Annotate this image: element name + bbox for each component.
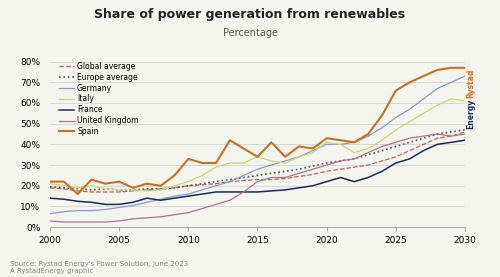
- Text: Share of power generation from renewables: Share of power generation from renewable…: [94, 8, 406, 21]
- Text: Percentage: Percentage: [222, 28, 278, 38]
- Legend: Global average, Europe average, Germany, Italy, France, United Kingdom, Spain: Global average, Europe average, Germany,…: [58, 61, 140, 137]
- Text: Rystad: Rystad: [466, 69, 475, 98]
- Text: Energy: Energy: [466, 98, 475, 129]
- Text: Source: Rystad Energy's Power Solution, June 2023
A RystadEnergy graphic: Source: Rystad Energy's Power Solution, …: [10, 261, 188, 274]
